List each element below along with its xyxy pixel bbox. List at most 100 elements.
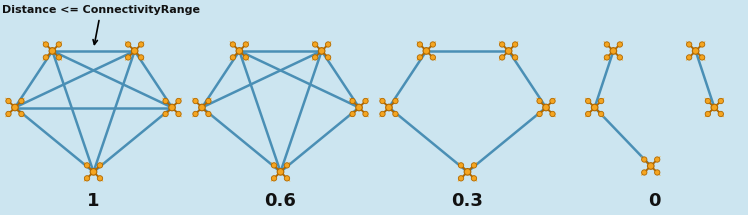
Circle shape xyxy=(19,98,24,104)
Polygon shape xyxy=(473,177,477,182)
Polygon shape xyxy=(472,164,474,166)
Polygon shape xyxy=(643,159,645,161)
Polygon shape xyxy=(514,56,518,61)
Polygon shape xyxy=(233,57,235,59)
Polygon shape xyxy=(365,112,367,115)
Polygon shape xyxy=(379,113,384,117)
Circle shape xyxy=(163,111,168,117)
Polygon shape xyxy=(58,56,62,61)
Polygon shape xyxy=(394,113,399,117)
Polygon shape xyxy=(206,113,209,116)
Text: 0.3: 0.3 xyxy=(452,192,483,210)
Text: 0.6: 0.6 xyxy=(265,192,296,210)
Polygon shape xyxy=(162,98,167,102)
Circle shape xyxy=(380,111,385,117)
Circle shape xyxy=(654,157,660,162)
Polygon shape xyxy=(588,113,590,116)
Polygon shape xyxy=(420,57,422,59)
Polygon shape xyxy=(140,41,144,46)
Circle shape xyxy=(393,111,398,117)
Circle shape xyxy=(363,111,368,117)
Polygon shape xyxy=(87,164,89,166)
Polygon shape xyxy=(207,98,212,102)
Circle shape xyxy=(471,163,476,168)
Polygon shape xyxy=(686,41,690,46)
Circle shape xyxy=(206,111,211,117)
Polygon shape xyxy=(417,56,421,61)
Polygon shape xyxy=(551,98,556,102)
Polygon shape xyxy=(165,99,168,102)
Circle shape xyxy=(272,163,277,168)
Polygon shape xyxy=(641,156,646,161)
Circle shape xyxy=(537,98,542,104)
Polygon shape xyxy=(473,165,476,167)
Polygon shape xyxy=(618,43,620,45)
Circle shape xyxy=(500,42,505,47)
Circle shape xyxy=(610,48,616,54)
Polygon shape xyxy=(165,113,168,116)
Text: Distance <= ConnectivityRange: Distance <= ConnectivityRange xyxy=(2,5,200,44)
Polygon shape xyxy=(461,178,463,180)
Polygon shape xyxy=(231,56,233,58)
Circle shape xyxy=(199,104,205,111)
Polygon shape xyxy=(417,41,421,46)
Polygon shape xyxy=(84,177,88,182)
Polygon shape xyxy=(286,177,290,182)
Polygon shape xyxy=(20,98,25,102)
Polygon shape xyxy=(656,171,660,176)
Polygon shape xyxy=(536,113,541,117)
Circle shape xyxy=(642,157,647,162)
Polygon shape xyxy=(702,44,704,46)
Polygon shape xyxy=(164,100,166,103)
Polygon shape xyxy=(499,56,503,61)
Polygon shape xyxy=(605,56,607,58)
Polygon shape xyxy=(500,44,503,46)
Polygon shape xyxy=(432,56,435,58)
Polygon shape xyxy=(245,41,249,46)
Circle shape xyxy=(718,111,723,117)
Polygon shape xyxy=(139,43,141,45)
Polygon shape xyxy=(600,113,604,117)
Polygon shape xyxy=(364,113,366,116)
Polygon shape xyxy=(586,112,589,115)
Polygon shape xyxy=(140,56,144,61)
Polygon shape xyxy=(192,98,197,102)
Polygon shape xyxy=(326,43,328,45)
Polygon shape xyxy=(689,43,691,45)
Circle shape xyxy=(313,42,318,47)
Circle shape xyxy=(654,170,660,175)
Polygon shape xyxy=(327,56,331,61)
Polygon shape xyxy=(644,158,646,160)
Polygon shape xyxy=(459,165,462,167)
Polygon shape xyxy=(230,56,234,61)
Polygon shape xyxy=(655,158,657,160)
Circle shape xyxy=(423,48,429,54)
Polygon shape xyxy=(461,164,463,166)
Polygon shape xyxy=(458,162,462,167)
Circle shape xyxy=(586,98,591,104)
Polygon shape xyxy=(8,99,10,102)
Circle shape xyxy=(176,98,181,104)
Polygon shape xyxy=(352,99,355,102)
Polygon shape xyxy=(315,57,317,59)
Polygon shape xyxy=(381,100,383,103)
Polygon shape xyxy=(19,113,22,116)
Circle shape xyxy=(138,42,144,47)
FancyBboxPatch shape xyxy=(375,1,560,214)
Polygon shape xyxy=(208,100,210,103)
Polygon shape xyxy=(126,44,129,46)
Polygon shape xyxy=(720,113,724,117)
Polygon shape xyxy=(245,56,248,58)
Polygon shape xyxy=(472,178,474,180)
Polygon shape xyxy=(128,43,130,45)
Polygon shape xyxy=(473,177,476,179)
Polygon shape xyxy=(313,44,316,46)
Polygon shape xyxy=(552,112,554,115)
Polygon shape xyxy=(619,41,623,46)
Polygon shape xyxy=(85,165,88,167)
Circle shape xyxy=(430,55,435,60)
Polygon shape xyxy=(708,99,710,102)
Circle shape xyxy=(459,163,464,168)
Polygon shape xyxy=(208,112,210,115)
Polygon shape xyxy=(502,43,504,45)
